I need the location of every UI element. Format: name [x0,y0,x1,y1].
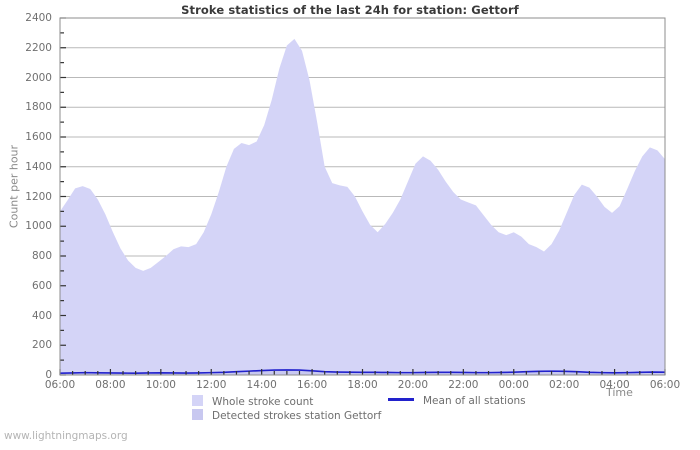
legend-line-mean-all-stations [388,398,414,401]
y-axis-tick-label: 400 [31,309,52,322]
x-axis-tick-label: 06:00 [44,379,76,391]
legend-item-whole-stroke-count: Whole stroke count [192,395,313,408]
y-axis-tick-label: 600 [31,279,52,292]
x-axis-tick-label: 14:00 [246,379,277,391]
y-axis-tick-label: 200 [31,339,52,352]
x-axis-tick-label: 16:00 [296,379,328,391]
legend-label-detected-strokes: Detected strokes station Gettorf [212,410,382,422]
legend-label-whole-stroke-count: Whole stroke count [212,396,314,408]
y-axis-tick-label: 0 [45,369,52,381]
x-axis-tick-label: 20:00 [397,379,429,391]
x-axis-tick-label: 06:00 [649,379,681,391]
y-axis-tick-label: 1400 [25,160,52,173]
x-axis-tick-label: 02:00 [549,379,580,391]
legend-swatch-detected-strokes [192,409,203,420]
x-axis-tick-label: 00:00 [498,379,529,391]
y-axis-tick-label: 1800 [25,101,52,114]
x-axis-tick-label: 10:00 [145,379,176,391]
y-axis-tick-label: 2000 [25,71,52,84]
legend-item-mean-all-stations: Mean of all stations [388,395,526,407]
y-axis-tick-label: 1600 [25,131,52,143]
y-axis-tick-label: 1200 [25,190,52,203]
y-axis-tick-label: 800 [31,250,52,262]
chart-title: Stroke statistics of the last 24h for st… [181,3,519,17]
y-axis-tick-label: 1000 [25,220,52,233]
y-axis-tick-labels: 0 200 400 600 800 1000 1200 1400 1600 1800 2000 220… [0,0,52,450]
legend-swatch-whole-stroke-count [192,395,203,406]
x-axis-tick-label: 22:00 [448,379,479,391]
x-axis-tick-label: 18:00 [347,379,378,391]
legend-label-mean-all-stations: Mean of all stations [423,395,526,407]
y-axis-tick-label: 2200 [25,41,52,54]
x-axis-tick-label: 04:00 [599,379,630,391]
y-axis-tick-label: 2400 [25,12,52,24]
footer-url: www.lightningmaps.org [4,430,128,442]
area-whole-stroke-count [60,38,665,375]
x-axis-tick-label: 08:00 [95,379,126,391]
x-axis-label: Time [606,386,633,399]
x-axis-tick-label: 12:00 [196,379,227,391]
legend-item-detected-strokes: Detected strokes station Gettorf [192,409,381,422]
plot-frame [59,17,666,376]
chart-legend: Whole stroke count Detected strokes stat… [0,393,700,423]
